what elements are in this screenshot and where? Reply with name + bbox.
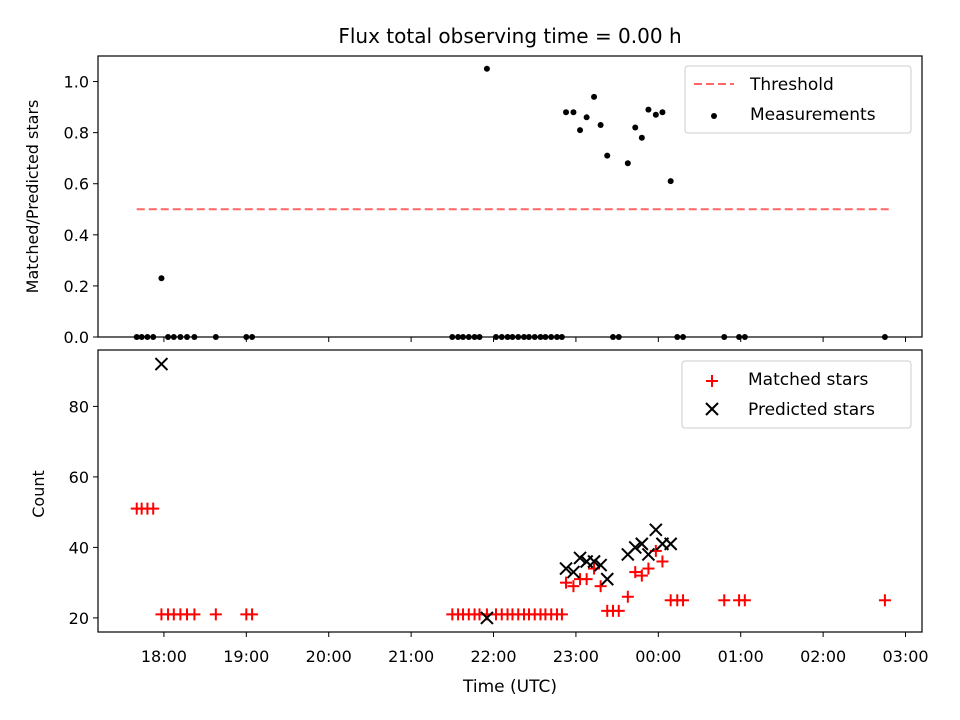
matched-stars-point	[635, 569, 648, 582]
measurements-point	[158, 275, 165, 282]
x-tick-label: 00:00	[635, 647, 681, 666]
bottom-y-tick-label: 20	[69, 609, 89, 628]
x-tick-label: 20:00	[306, 647, 352, 666]
top-panel: Flux total observing time = 0.00 h 0.0 0.…	[23, 24, 923, 347]
top-y-tick-label: 0.2	[64, 277, 89, 296]
measurements-point	[659, 109, 666, 116]
measurements-point	[624, 160, 631, 167]
bottom-y-tick-label: 60	[69, 468, 89, 487]
x-tick-label: 19:00	[223, 647, 269, 666]
x-tick-label: 23:00	[553, 647, 599, 666]
predicted-stars-point	[635, 537, 649, 551]
matched-stars-point	[209, 608, 222, 621]
top-legend: Threshold Measurements	[684, 65, 912, 134]
predicted-stars-point	[663, 537, 678, 551]
measurements-point	[652, 111, 659, 118]
bottom-axes-frame	[97, 349, 923, 633]
matched-stars-point	[718, 594, 731, 607]
x-axis-label: Time (UTC)	[462, 677, 557, 697]
measurements-point	[632, 124, 639, 131]
predicted-stars-point	[593, 558, 608, 572]
threshold-legend-label: Threshold	[749, 75, 834, 95]
matched-stars-point	[612, 604, 625, 617]
x-tick-label: 18:00	[141, 647, 187, 666]
measurements-point	[645, 106, 652, 113]
x-tick-label: 01:00	[718, 647, 764, 666]
measurements-point	[577, 127, 584, 134]
matched-stars-point	[642, 562, 655, 575]
predicted-stars-legend-label: Predicted stars	[748, 400, 875, 420]
top-y-axis-label: Matched/Predicted stars	[23, 100, 42, 294]
chart-title: Flux total observing time = 0.00 h	[338, 24, 681, 48]
predicted-stars-point	[480, 611, 494, 625]
matched-stars-point	[560, 576, 573, 589]
matched-stars-point	[621, 590, 634, 603]
predicted-stars-point	[154, 357, 169, 371]
measurements-point	[591, 93, 598, 100]
measurements-legend-label: Measurements	[750, 105, 876, 125]
measurements-point	[604, 152, 611, 159]
predicted-stars-point	[587, 554, 601, 569]
matched-stars-point	[567, 580, 580, 593]
bottom-y-axis-label: Count	[29, 470, 48, 518]
predicted-stars-legend-marker	[705, 402, 719, 416]
predicted-stars-point	[641, 547, 656, 562]
x-tick-label: 02:00	[800, 647, 846, 666]
bottom-panel: 20 40 60 80 18:00 19:00 20:00 21:00 22:00 23:00 00…	[29, 349, 929, 697]
measurements-point	[597, 121, 604, 128]
measurements-point	[667, 178, 674, 185]
matched-stars-point	[580, 573, 593, 586]
bottom-y-tick-label: 40	[69, 538, 89, 557]
bottom-plot-area: 20 40 60 80 18:00 19:00 20:00 21:00 22:00 23:00 00…	[69, 357, 929, 666]
measurements-point	[563, 109, 570, 116]
matched-stars-point	[594, 580, 607, 593]
matched-stars-point	[555, 608, 568, 621]
measurements-legend-marker	[711, 113, 717, 119]
matched-stars-legend-label: Matched stars	[748, 370, 868, 390]
matched-stars-point	[147, 502, 160, 515]
bottom-legend-box	[681, 360, 912, 429]
matched-stars-point	[656, 555, 669, 568]
x-tick-label: 21:00	[388, 647, 434, 666]
matched-stars-point	[246, 608, 259, 621]
predicted-stars-point	[573, 551, 587, 565]
top-y-tick-label: 0.0	[64, 328, 89, 347]
matched-stars-point	[188, 608, 201, 621]
x-tick-label: 03:00	[882, 647, 928, 666]
predicted-stars-point	[600, 572, 614, 586]
matched-stars-point	[629, 566, 642, 579]
measurements-point	[570, 109, 577, 116]
top-axes-frame	[97, 55, 923, 338]
bottom-y-tick-label: 80	[69, 397, 89, 416]
top-y-tick-label: 0.8	[64, 124, 89, 143]
predicted-stars-point	[628, 540, 642, 555]
measurements-point	[638, 134, 645, 141]
measurements-point	[483, 65, 490, 72]
matched-stars-legend-marker	[706, 375, 718, 387]
predicted-stars-point	[649, 523, 663, 537]
matched-stars-point	[878, 594, 891, 607]
x-tick-label: 22:00	[470, 647, 516, 666]
top-y-tick-label: 1.0	[64, 73, 89, 92]
bottom-legend: Matched stars Predicted stars	[681, 360, 912, 429]
matched-stars-point	[677, 594, 690, 607]
top-legend-box	[684, 65, 912, 134]
predicted-stars-point	[559, 561, 573, 576]
top-y-tick-label: 0.4	[64, 226, 89, 245]
matched-stars-point	[738, 594, 751, 607]
predicted-stars-point	[566, 565, 581, 579]
top-y-tick-label: 0.6	[64, 175, 89, 194]
measurements-point	[583, 114, 590, 121]
